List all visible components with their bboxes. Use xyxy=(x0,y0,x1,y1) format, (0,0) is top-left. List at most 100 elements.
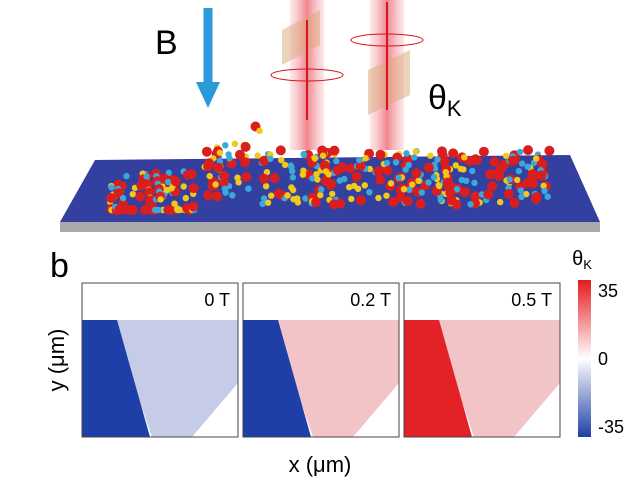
atom xyxy=(402,196,413,207)
atom xyxy=(409,181,416,188)
atom xyxy=(309,175,316,182)
atom xyxy=(402,166,409,173)
atom xyxy=(427,152,434,159)
atom xyxy=(497,198,504,206)
x-axis-label: x (μm) xyxy=(289,452,352,477)
atom xyxy=(418,189,425,196)
atom xyxy=(289,174,297,181)
atom xyxy=(171,200,178,207)
atom xyxy=(375,149,386,160)
atom xyxy=(523,145,533,156)
field-label: B xyxy=(155,24,178,62)
atom xyxy=(240,141,251,152)
atom xyxy=(231,140,239,147)
atom xyxy=(524,163,531,170)
atom xyxy=(351,171,362,182)
colorbar-title: θK xyxy=(572,248,592,272)
wave xyxy=(270,68,344,82)
atom xyxy=(212,191,223,202)
colorbar-tick-label: 0 xyxy=(598,349,608,369)
atom xyxy=(163,205,174,215)
atom xyxy=(174,205,181,212)
atom xyxy=(366,189,373,196)
atom xyxy=(402,154,413,165)
atom xyxy=(222,189,229,196)
atom xyxy=(373,166,384,177)
field-arrowhead xyxy=(196,82,220,108)
atom xyxy=(322,168,330,175)
map-frame xyxy=(81,282,239,438)
atom xyxy=(311,197,322,208)
atom xyxy=(278,156,285,164)
atom xyxy=(467,201,474,208)
atom xyxy=(273,188,284,199)
atom xyxy=(478,146,489,157)
map-label: 0 T xyxy=(204,290,230,310)
domain-region xyxy=(404,320,472,437)
kerr-symbol: θ xyxy=(428,79,447,117)
atom xyxy=(544,145,555,156)
atom xyxy=(415,198,426,209)
atom xyxy=(314,176,321,183)
atom xyxy=(517,187,524,194)
atom xyxy=(436,182,443,190)
atom xyxy=(254,152,261,159)
atom xyxy=(425,179,432,186)
atom xyxy=(355,161,366,172)
atom xyxy=(522,177,533,188)
atom xyxy=(318,186,325,193)
y-axis-label: y (μm) xyxy=(44,329,69,392)
atom xyxy=(165,169,172,176)
atom xyxy=(135,191,146,202)
atom xyxy=(453,186,461,193)
atom xyxy=(114,205,125,215)
atom xyxy=(275,145,286,156)
atom xyxy=(188,201,199,212)
atom xyxy=(182,194,189,202)
atom xyxy=(437,196,444,203)
atom xyxy=(518,160,526,167)
atom xyxy=(281,161,289,169)
atom xyxy=(515,167,523,175)
atom xyxy=(317,191,324,199)
atom xyxy=(471,179,478,186)
atom xyxy=(235,149,245,160)
atom xyxy=(388,196,399,207)
map-label: 0.2 T xyxy=(350,290,391,310)
atom xyxy=(443,181,454,192)
atom xyxy=(361,182,368,189)
atom xyxy=(268,192,275,199)
atom xyxy=(392,159,400,166)
atom xyxy=(540,182,547,189)
map-frame xyxy=(403,282,561,438)
atom xyxy=(204,158,215,169)
atom xyxy=(509,197,520,208)
atom xyxy=(123,172,130,180)
atom xyxy=(375,174,386,185)
atom xyxy=(313,171,320,178)
colorbar-tick-label: -35 xyxy=(598,417,624,437)
colorbar-tick-label: 35 xyxy=(598,281,618,301)
colorbar-subscript: K xyxy=(583,257,592,272)
atom xyxy=(516,148,524,156)
atom xyxy=(229,192,236,199)
atom xyxy=(430,173,438,181)
atom xyxy=(375,194,382,202)
atom xyxy=(502,152,510,159)
atom xyxy=(403,150,410,157)
atom xyxy=(143,173,150,180)
atom xyxy=(213,162,224,173)
atom xyxy=(335,198,346,209)
map-label: 0.5 T xyxy=(511,290,552,310)
domain-region xyxy=(243,320,311,437)
map-frame xyxy=(242,282,400,438)
atom xyxy=(536,170,547,181)
atom xyxy=(362,155,369,162)
atom xyxy=(164,178,172,186)
colorbar-symbol: θ xyxy=(572,248,583,270)
atom xyxy=(348,195,355,203)
flake-region xyxy=(273,320,399,437)
atom xyxy=(355,195,366,206)
atom xyxy=(329,145,340,156)
